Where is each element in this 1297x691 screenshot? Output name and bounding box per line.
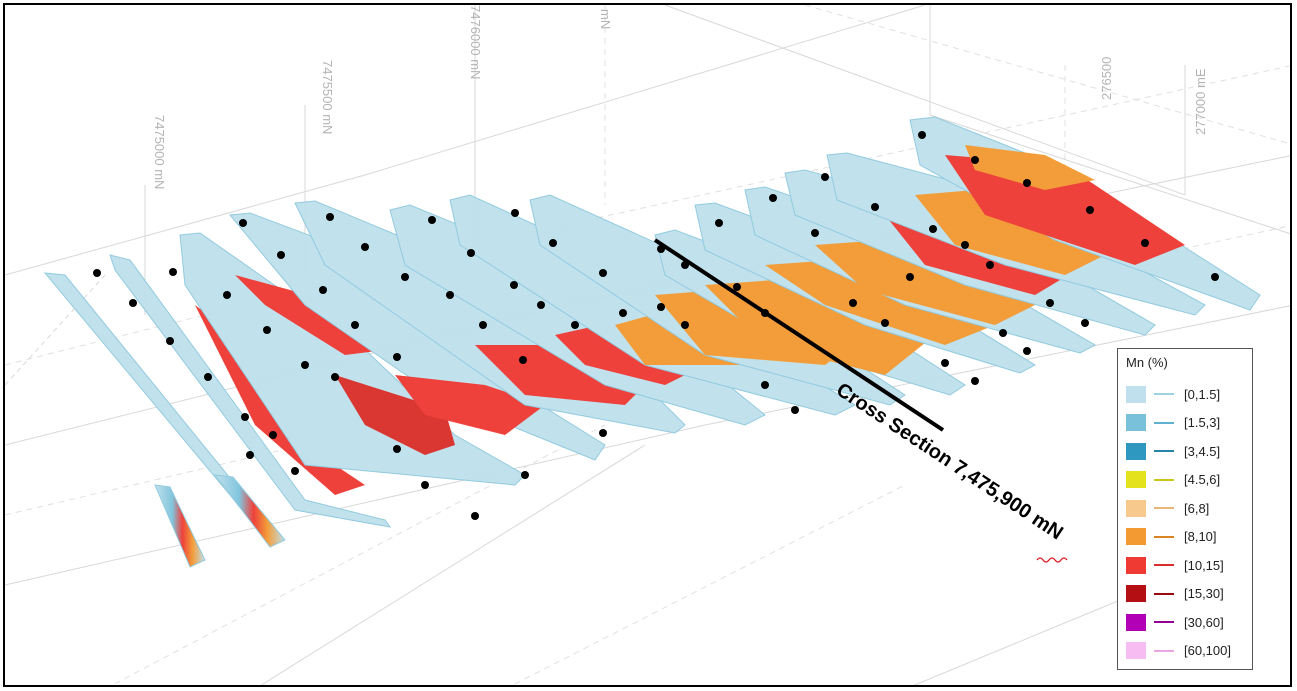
legend-line-sample: [1154, 393, 1174, 396]
legend-swatch: [1126, 528, 1146, 546]
legend-entry: [30,60]: [1126, 608, 1244, 637]
axis-label-7476000: 7476000 mN: [468, 5, 483, 79]
slice-10-ore: [765, 255, 995, 345]
legend-label: [8,10]: [1184, 529, 1217, 545]
legend-swatch: [1126, 442, 1146, 460]
cross-section-line: [653, 238, 945, 432]
legend-entry: [1.5,3]: [1126, 409, 1244, 438]
legend-line-sample: [1154, 450, 1174, 453]
block-model-scene: 7475000 mN 7475500 mN 7476000 mN mN 2765…: [5, 5, 1290, 685]
legend-entry: [8,10]: [1126, 523, 1244, 552]
legend-label: [60,100]: [1184, 643, 1231, 659]
axis-label-7475500: 7475500 mN: [320, 60, 335, 134]
slice-14-ore: [945, 155, 1185, 265]
legend-line-sample: [1154, 649, 1174, 652]
small-block-2: [213, 474, 286, 548]
legend-label: [3,4.5]: [1184, 443, 1221, 459]
cross-section-label: Cross Section 7,475,900 mN: [832, 379, 1067, 545]
legend-entry: [3,4.5]: [1126, 437, 1244, 466]
legend-swatch: [1126, 471, 1146, 489]
axis-label-mn-partial: mN: [598, 9, 613, 29]
legend-line-sample: [1154, 535, 1174, 538]
legend-line-sample: [1154, 421, 1174, 424]
legend-line-sample: [1154, 507, 1174, 510]
legend-swatch: [1126, 613, 1146, 631]
model-viewport[interactable]: 7475000 mN 7475500 mN 7476000 mN mN 2765…: [3, 3, 1292, 687]
legend-swatch: [1126, 642, 1146, 660]
slice-5-ore: [475, 345, 645, 405]
legend-entry: [60,100]: [1126, 637, 1244, 666]
legend: Mn (%) [0,1.5] [1.5,3] [3,4.5] [4.5,6] [6,8]…: [1117, 348, 1253, 670]
legend-swatch: [1126, 556, 1146, 574]
legend-swatch: [1126, 414, 1146, 432]
legend-label: [30,60]: [1184, 614, 1224, 630]
axis-label-277000: 277000 mE: [1193, 68, 1208, 135]
legend-entry: [10,15]: [1126, 551, 1244, 580]
legend-label: [10,15]: [1184, 557, 1224, 573]
model-slices: [43, 116, 1261, 568]
small-block-1: [154, 484, 206, 568]
slice-4-ore: [395, 375, 545, 435]
legend-title: Mn (%): [1126, 355, 1168, 370]
spellcheck-underline: [1036, 557, 1068, 563]
legend-entry: [4.5,6]: [1126, 466, 1244, 495]
slice-14-ore-b: [965, 145, 1095, 190]
legend-label: [4.5,6]: [1184, 472, 1221, 488]
legend-entry: [6,8]: [1126, 494, 1244, 523]
legend-line-sample: [1154, 592, 1174, 595]
slice-2: [109, 254, 392, 528]
legend-label: [0,1.5]: [1184, 386, 1221, 402]
axis-label-276500: 276500: [1099, 57, 1114, 100]
legend-line-sample: [1154, 478, 1174, 481]
slice-13-ore: [915, 185, 1125, 275]
axis-label-7475000: 7475000 mN: [152, 115, 167, 189]
legend-entry: [15,30]: [1126, 580, 1244, 609]
legend-swatch: [1126, 499, 1146, 517]
legend-entry: [0,1.5]: [1126, 380, 1244, 409]
legend-line-sample: [1154, 621, 1174, 624]
legend-label: [6,8]: [1184, 500, 1210, 516]
legend-label: [1.5,3]: [1184, 415, 1221, 431]
axis-labels: 7475000 mN 7475500 mN 7476000 mN mN 2765…: [152, 5, 1208, 189]
slice-3-ore-b: [335, 375, 455, 455]
legend-entries: [0,1.5] [1.5,3] [3,4.5] [4.5,6] [6,8] [8,10] […: [1126, 380, 1244, 665]
legend-label: [15,30]: [1184, 586, 1224, 602]
legend-line-sample: [1154, 564, 1174, 567]
legend-swatch: [1126, 585, 1146, 603]
legend-swatch: [1126, 385, 1146, 403]
